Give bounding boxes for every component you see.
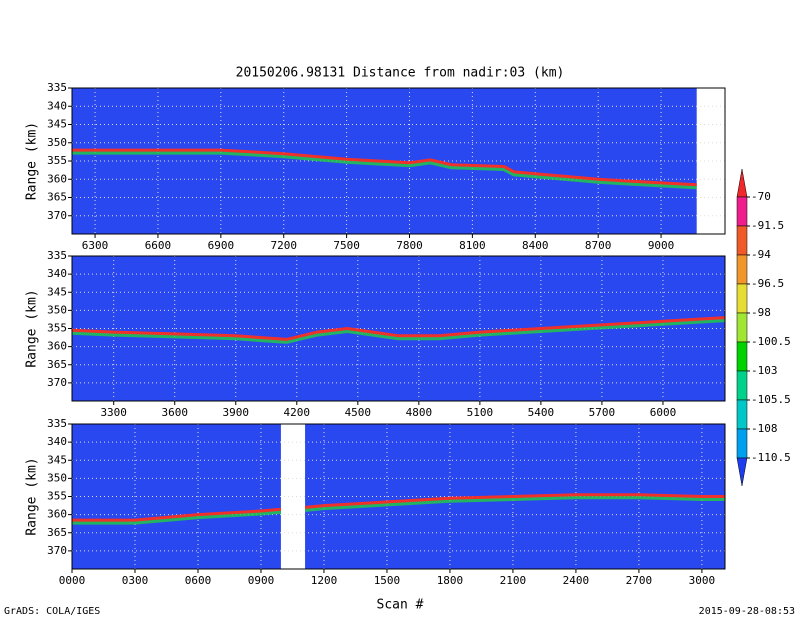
y-axis-label: Range (km) <box>25 122 40 200</box>
x-tick-label: 5100 <box>467 406 494 419</box>
y-tick-label: 340 <box>47 99 67 112</box>
x-tick-label: 6000 <box>650 406 677 419</box>
plot-frame <box>71 255 726 402</box>
x-tick-label: 7500 <box>333 239 360 252</box>
surface-fringe <box>72 494 725 525</box>
plot-frame <box>71 87 726 235</box>
colorbar-label: -91.5 <box>751 219 784 232</box>
y-tick-label: 345 <box>47 453 67 466</box>
x-tick-label: 5400 <box>528 406 555 419</box>
colorbar-segment <box>736 370 748 401</box>
colorbar-segment <box>736 341 748 372</box>
x-tick-label: 5700 <box>589 406 616 419</box>
y-tick-label: 345 <box>47 285 67 298</box>
y-tick-label: 345 <box>47 118 67 131</box>
y-tick-label: 355 <box>47 322 67 335</box>
y-tick-label: 335 <box>47 249 67 262</box>
x-tick-label: 1800 <box>437 574 464 587</box>
x-tick-label: 2700 <box>626 574 653 587</box>
y-tick-label: 365 <box>47 191 67 204</box>
y-tick-label: 365 <box>47 358 67 371</box>
x-tick-label: 9000 <box>648 239 675 252</box>
x-tick-label: 0000 <box>59 574 86 587</box>
y-tick-label: 355 <box>47 490 67 503</box>
y-tick-label: 360 <box>47 508 67 521</box>
y-tick-label: 370 <box>47 544 67 557</box>
y-tick-label: 365 <box>47 526 67 539</box>
x-tick-label: 6300 <box>82 239 109 252</box>
x-tick-label: 6600 <box>145 239 172 252</box>
y-axis-label: Range (km) <box>25 289 40 367</box>
x-tick-label: 0600 <box>185 574 212 587</box>
footer-right: 2015-09-28-08:53 <box>699 606 795 617</box>
colorbar-label: -103 <box>751 364 778 377</box>
x-axis-label: Scan # <box>377 598 424 613</box>
x-tick-label: 3600 <box>161 406 188 419</box>
y-tick-label: 360 <box>47 172 67 185</box>
colorbar-segment <box>736 225 748 256</box>
colorbar-segment <box>736 312 748 343</box>
y-tick-label: 350 <box>47 303 67 316</box>
surface-line <box>72 493 725 522</box>
plot-frame <box>71 423 726 570</box>
y-tick-label: 350 <box>47 136 67 149</box>
x-tick-label: 3900 <box>223 406 250 419</box>
x-tick-label: 2100 <box>500 574 527 587</box>
y-tick-label: 370 <box>47 376 67 389</box>
x-tick-label: 4800 <box>406 406 433 419</box>
x-tick-label: 3300 <box>100 406 127 419</box>
colorbar-segment <box>736 283 748 314</box>
y-tick-label: 360 <box>47 340 67 353</box>
x-tick-label: 4200 <box>284 406 311 419</box>
x-tick-label: 6900 <box>208 239 235 252</box>
x-tick-label: 1500 <box>374 574 401 587</box>
x-tick-label: 2400 <box>563 574 590 587</box>
colorbar-label: -108 <box>751 422 778 435</box>
colorbar-segment <box>736 399 748 430</box>
colorbar-segment <box>736 196 748 227</box>
y-tick-label: 350 <box>47 471 67 484</box>
surface-line <box>72 148 697 187</box>
y-tick-label: 370 <box>47 209 67 222</box>
x-tick-label: 3000 <box>689 574 716 587</box>
x-tick-label: 8400 <box>522 239 549 252</box>
x-tick-label: 1200 <box>311 574 338 587</box>
footer-left: GrADS: COLA/IGES <box>4 606 100 617</box>
surface-fringe <box>71 317 726 344</box>
x-tick-label: 8700 <box>585 239 612 252</box>
x-tick-label: 7800 <box>396 239 423 252</box>
surface-fringe <box>72 149 697 190</box>
chart-title: 20150206.98131 Distance from nadir:03 (k… <box>236 66 565 81</box>
y-tick-label: 340 <box>47 267 67 280</box>
colorbar-label: -110.5 <box>751 451 791 464</box>
y-tick-label: 335 <box>47 417 67 430</box>
colorbar-cap <box>736 457 748 487</box>
x-tick-label: 0300 <box>122 574 149 587</box>
colorbar-label: -70 <box>751 190 771 203</box>
y-tick-label: 355 <box>47 154 67 167</box>
x-tick-label: 0900 <box>248 574 275 587</box>
surface-line <box>71 316 726 341</box>
data-coverage <box>72 256 725 401</box>
y-axis-label: Range (km) <box>25 457 40 535</box>
colorbar-label: -105.5 <box>751 393 791 406</box>
x-tick-label: 7200 <box>270 239 297 252</box>
colorbar-label: -94 <box>751 248 771 261</box>
colorbar-cap <box>736 168 748 198</box>
x-tick-label: 4500 <box>345 406 372 419</box>
colorbar-segment <box>736 428 748 459</box>
colorbar-label: -98 <box>751 306 771 319</box>
colorbar-label: -96.5 <box>751 277 784 290</box>
y-tick-label: 335 <box>47 81 67 94</box>
colorbar-segment <box>736 254 748 285</box>
x-tick-label: 8100 <box>459 239 486 252</box>
colorbar-label: -100.5 <box>751 335 791 348</box>
y-tick-label: 340 <box>47 435 67 448</box>
